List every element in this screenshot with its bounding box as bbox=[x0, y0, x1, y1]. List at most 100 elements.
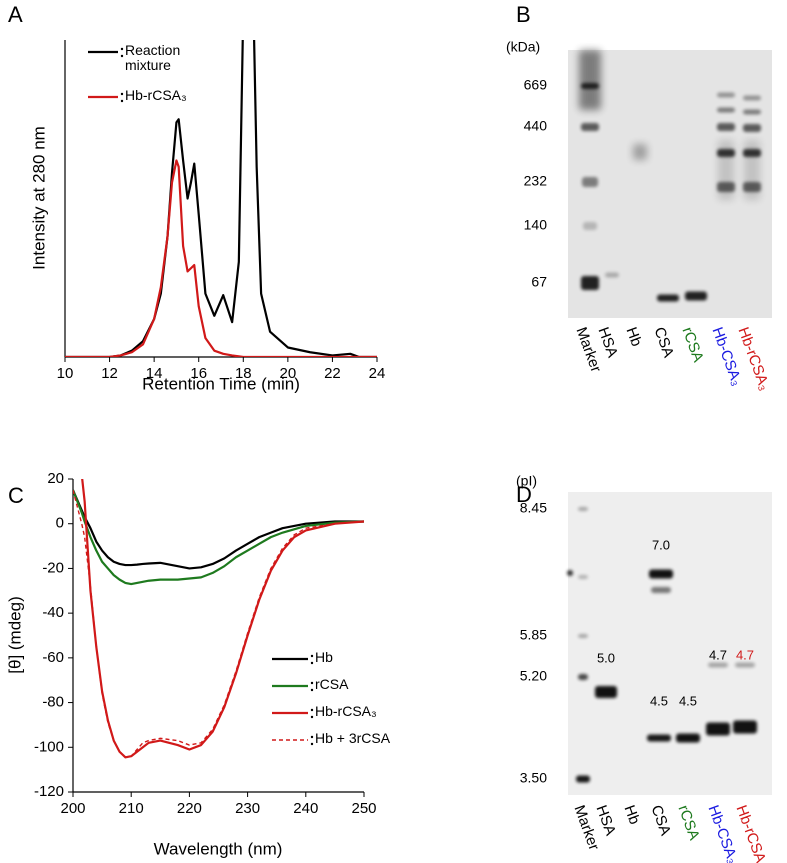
colon-dot bbox=[310, 742, 314, 746]
x-tick-label: 12 bbox=[101, 365, 118, 382]
gel-band bbox=[733, 720, 757, 734]
gel-band bbox=[651, 587, 671, 593]
gel-band bbox=[579, 50, 601, 110]
series-line bbox=[65, 40, 377, 357]
band-label: 4.5 bbox=[679, 693, 697, 708]
gel-band bbox=[581, 123, 599, 131]
y-tick-label: -120 bbox=[34, 783, 64, 800]
legend-label: Hb bbox=[315, 650, 333, 665]
colon-dot bbox=[310, 661, 314, 665]
y-axis-title: [θ] (mdeg) bbox=[5, 596, 24, 673]
gel-band bbox=[718, 140, 734, 200]
legend-label-box: Hb bbox=[315, 650, 333, 665]
marker-label: 5.85 bbox=[520, 627, 547, 643]
marker-label: 669 bbox=[524, 77, 548, 93]
gel-band bbox=[744, 140, 760, 200]
legend-label: Hb-rCSA₃ bbox=[125, 88, 187, 103]
marker-label: 232 bbox=[524, 173, 548, 189]
y-axis-title: Intensity at 280 nm bbox=[29, 126, 48, 270]
band-label: 7.0 bbox=[652, 537, 670, 552]
x-tick-label: 22 bbox=[324, 365, 341, 382]
marker-label: 5.20 bbox=[520, 668, 547, 684]
gel-band bbox=[708, 662, 728, 668]
lane-label: CSA bbox=[651, 325, 678, 360]
gel-band bbox=[633, 144, 647, 160]
y-tick-label: 20 bbox=[47, 470, 64, 487]
marker-label: 440 bbox=[524, 118, 548, 134]
x-tick-label: 220 bbox=[177, 800, 202, 817]
x-tick-label: 10 bbox=[57, 365, 74, 382]
gel-band bbox=[647, 734, 671, 742]
y-tick-label: -60 bbox=[42, 649, 64, 666]
gel-band bbox=[706, 722, 730, 736]
legend-label-box: Hb + 3rCSA bbox=[315, 731, 391, 746]
colon-dot bbox=[120, 92, 124, 96]
band-label: 5.0 bbox=[597, 650, 615, 665]
x-tick-label: 200 bbox=[60, 800, 85, 817]
unit-label: (kDa) bbox=[506, 39, 540, 55]
gel-band bbox=[582, 177, 598, 187]
gel-band bbox=[717, 92, 735, 98]
x-axis-title: Wavelength (nm) bbox=[154, 839, 283, 858]
gel-band bbox=[743, 109, 761, 115]
legend-label-box: Reaction mixture bbox=[125, 43, 181, 73]
legend-label: Hb + 3rCSA bbox=[315, 731, 391, 746]
gel-band bbox=[685, 291, 707, 301]
colon-dot bbox=[310, 715, 314, 719]
gel-band bbox=[743, 124, 761, 132]
gel-band bbox=[578, 575, 588, 579]
legend-label: Hb-rCSA₃ bbox=[315, 704, 377, 719]
legend-label: Reaction mixture bbox=[125, 43, 181, 73]
x-tick-label: 24 bbox=[369, 365, 386, 382]
gel-band bbox=[649, 569, 673, 579]
gel-band bbox=[578, 674, 588, 680]
gel-band bbox=[657, 294, 679, 302]
panel-label: A bbox=[8, 2, 23, 27]
band-label: 4.5 bbox=[650, 693, 668, 708]
x-tick-label: 18 bbox=[235, 365, 252, 382]
gel-band bbox=[578, 507, 588, 511]
y-tick-label: 0 bbox=[56, 515, 64, 532]
x-tick-label: 14 bbox=[146, 365, 163, 382]
legend-label-box: Hb-rCSA₃ bbox=[315, 704, 377, 719]
colon-dot bbox=[120, 99, 124, 103]
x-axis-title: Retention Time (min) bbox=[142, 374, 300, 393]
legend-label-box: rCSA bbox=[315, 677, 349, 692]
panel-label: D bbox=[516, 482, 532, 507]
gel-band bbox=[735, 662, 755, 668]
colon-dot bbox=[310, 681, 314, 685]
gel-band bbox=[605, 272, 619, 278]
series-line bbox=[73, 489, 364, 570]
series-line bbox=[65, 159, 377, 357]
gel-band bbox=[583, 222, 597, 230]
series-line bbox=[73, 489, 364, 586]
gel-band bbox=[581, 276, 599, 290]
legend-label: rCSA bbox=[315, 677, 349, 692]
unit-label: (pI) bbox=[516, 473, 537, 489]
colon-dot bbox=[310, 654, 314, 658]
gel-image bbox=[568, 492, 772, 795]
gel-band bbox=[717, 123, 735, 131]
x-tick-label: 250 bbox=[351, 800, 376, 817]
gel-image bbox=[568, 50, 772, 318]
band-label: 4.7 bbox=[736, 647, 754, 662]
series-line bbox=[73, 490, 364, 759]
x-tick-label: 240 bbox=[293, 800, 318, 817]
x-tick-label: 20 bbox=[280, 365, 297, 382]
gel-band bbox=[581, 83, 599, 89]
legend-label-box: Hb-rCSA₃ bbox=[125, 88, 187, 103]
band-label: 4.7 bbox=[709, 647, 727, 662]
marker-label: 3.50 bbox=[520, 770, 547, 786]
colon-dot bbox=[310, 688, 314, 692]
gel-band bbox=[717, 107, 735, 113]
lane-label: rCSA bbox=[679, 325, 707, 364]
y-tick-label: -20 bbox=[42, 559, 64, 576]
y-tick-label: -100 bbox=[34, 738, 64, 755]
x-tick-label: 230 bbox=[235, 800, 260, 817]
colon-dot bbox=[310, 735, 314, 739]
gel-band bbox=[578, 634, 588, 638]
marker-label: 8.45 bbox=[520, 500, 547, 516]
marker-label: 67 bbox=[531, 274, 547, 290]
gel-band bbox=[567, 570, 573, 576]
